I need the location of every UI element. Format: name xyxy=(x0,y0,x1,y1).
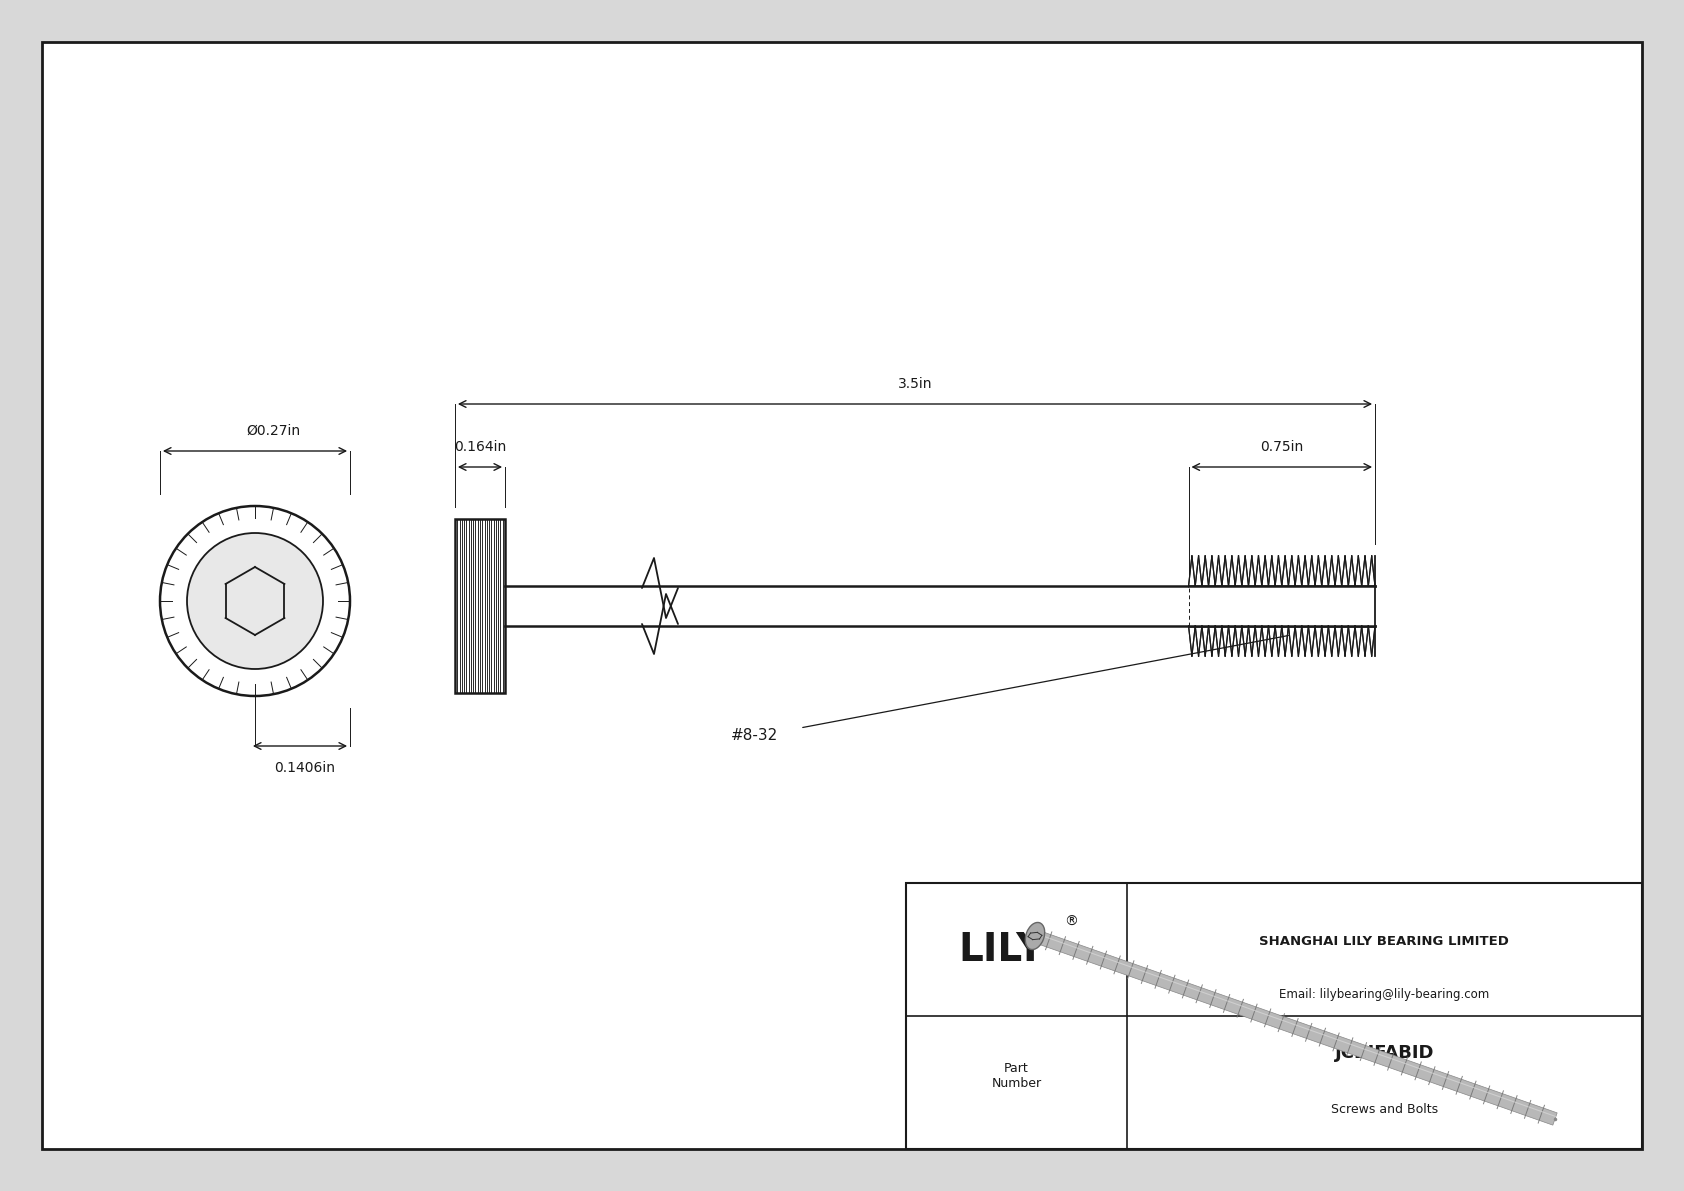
Ellipse shape xyxy=(1026,923,1044,949)
Text: Screws and Bolts: Screws and Bolts xyxy=(1330,1103,1438,1116)
Text: Ø0.27in: Ø0.27in xyxy=(246,424,300,438)
Text: Part
Number: Part Number xyxy=(992,1062,1041,1090)
Text: Email: lilybearing@lily-bearing.com: Email: lilybearing@lily-bearing.com xyxy=(1280,989,1490,1002)
Text: ®: ® xyxy=(1064,915,1078,929)
Bar xyxy=(906,884,1642,1149)
Text: 0.75in: 0.75in xyxy=(1260,439,1303,454)
Bar xyxy=(455,519,505,693)
Circle shape xyxy=(187,534,323,669)
Bar xyxy=(505,586,1376,626)
Text: LILY: LILY xyxy=(958,930,1044,968)
Circle shape xyxy=(160,506,350,696)
Text: 0.1406in: 0.1406in xyxy=(274,761,335,775)
Polygon shape xyxy=(1032,930,1558,1125)
Text: SHANGHAI LILY BEARING LIMITED: SHANGHAI LILY BEARING LIMITED xyxy=(1260,935,1509,948)
Bar xyxy=(455,519,505,693)
Text: JCBIFABID: JCBIFABID xyxy=(1335,1045,1435,1062)
Text: 3.5in: 3.5in xyxy=(898,378,933,391)
Text: #8-32: #8-32 xyxy=(731,729,778,743)
Text: 0.164in: 0.164in xyxy=(455,439,507,454)
Bar xyxy=(1189,586,1376,626)
